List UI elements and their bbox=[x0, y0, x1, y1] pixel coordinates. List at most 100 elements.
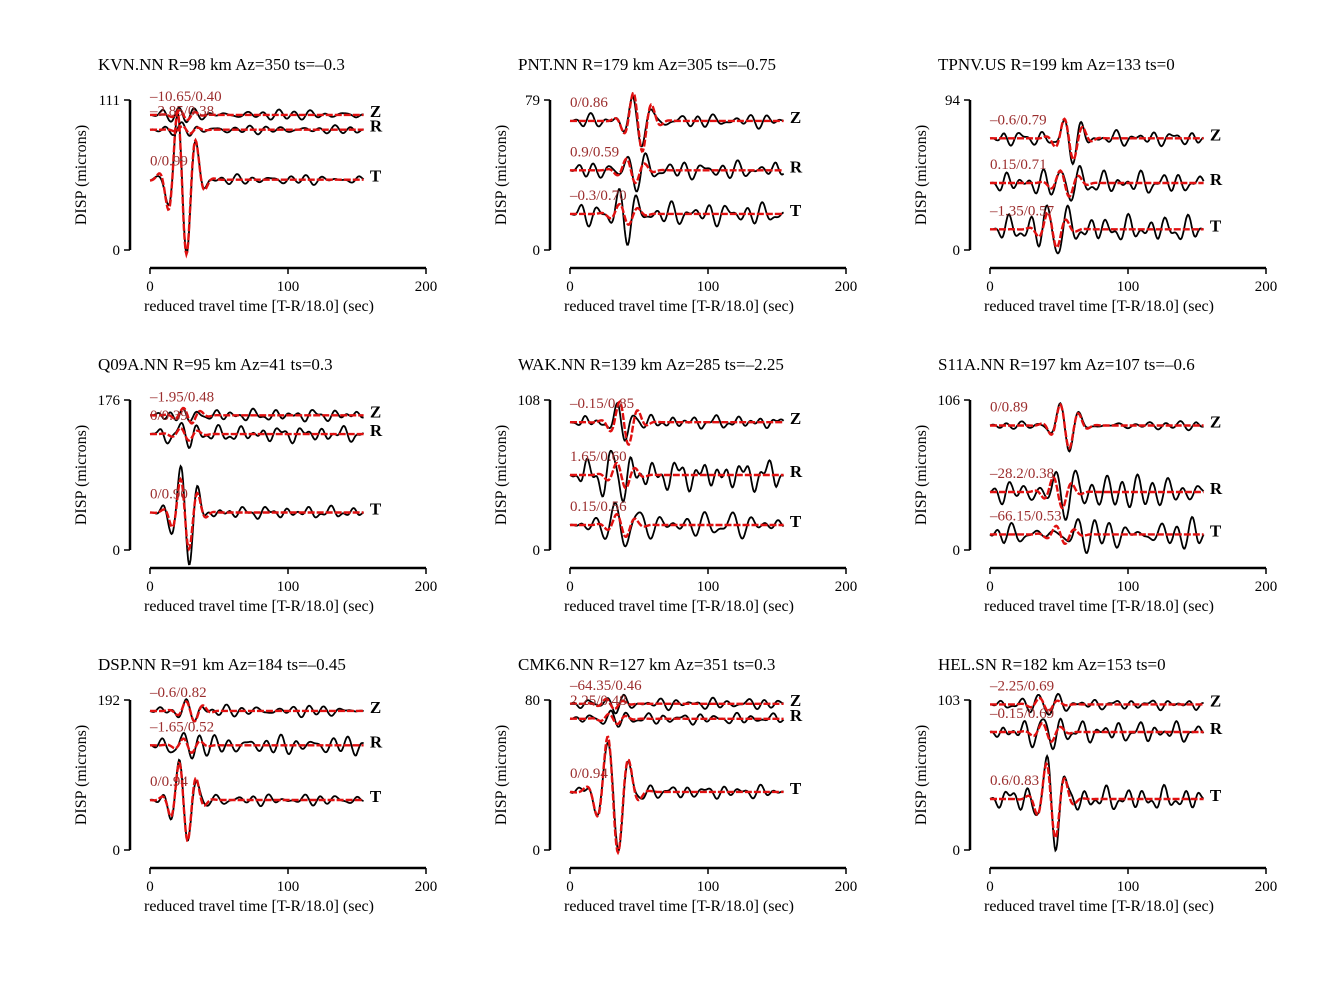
x-tick-label: 0 bbox=[986, 279, 994, 295]
x-tick-label: 200 bbox=[415, 579, 438, 595]
component-label-Z: Z bbox=[790, 691, 801, 710]
x-tick-label: 0 bbox=[146, 579, 154, 595]
component-label-T: T bbox=[370, 787, 382, 806]
fit-label-T: –0.3/0.70 bbox=[569, 188, 627, 204]
y-tick-label: 0 bbox=[533, 243, 541, 259]
synthetic-trace-Z bbox=[990, 402, 1204, 450]
y-axis-label: DISP (microns) bbox=[913, 125, 930, 225]
fit-label-T: –1.35/0.57 bbox=[989, 203, 1055, 219]
synthetic-trace-T bbox=[149, 761, 364, 843]
component-label-Z: Z bbox=[1210, 125, 1221, 144]
observed-trace-R bbox=[569, 449, 784, 504]
y-tick-label: 0 bbox=[113, 243, 121, 259]
y-tick-label: 103 bbox=[938, 693, 961, 709]
y-axis-label: DISP (microns) bbox=[913, 725, 930, 825]
fit-label-T: 0/0.94 bbox=[570, 766, 608, 782]
x-tick-label: 0 bbox=[146, 279, 154, 295]
y-axis-label: DISP (microns) bbox=[913, 425, 930, 525]
fit-label-Z: –0.6/0.82 bbox=[149, 685, 207, 701]
x-axis-label: reduced travel time [T-R/18.0] (sec) bbox=[564, 898, 794, 915]
fit-label-R: 2.25/0.48 bbox=[570, 693, 627, 709]
observed-trace-T bbox=[569, 502, 785, 548]
observed-trace-R bbox=[569, 152, 785, 193]
synthetic-trace-T bbox=[570, 202, 784, 227]
fit-label-Z: 0/0.89 bbox=[990, 399, 1028, 415]
observed-trace-Z bbox=[990, 692, 1204, 716]
component-label-Z: Z bbox=[370, 102, 381, 121]
fit-label-R: –1.65/0.52 bbox=[149, 719, 214, 735]
synthetic-trace-Z bbox=[150, 406, 364, 425]
panel-title: KVN.NN R=98 km Az=350 ts=–0.3 bbox=[98, 55, 345, 74]
x-tick-label: 0 bbox=[986, 579, 994, 595]
y-axis-label: DISP (microns) bbox=[493, 425, 510, 525]
fit-label-T: 0/0.94 bbox=[150, 774, 188, 790]
component-label-R: R bbox=[370, 732, 383, 751]
y-tick-label: 192 bbox=[98, 693, 121, 709]
component-label-R: R bbox=[790, 462, 803, 481]
y-axis-label: DISP (microns) bbox=[73, 125, 90, 225]
component-label-R: R bbox=[1210, 719, 1223, 738]
fit-label-R: 0.9/0.59 bbox=[570, 144, 619, 160]
y-tick-label: 94 bbox=[945, 93, 961, 109]
component-label-R: R bbox=[790, 706, 803, 725]
synthetic-trace-T bbox=[149, 476, 364, 552]
x-axis-label: reduced travel time [T-R/18.0] (sec) bbox=[144, 598, 374, 615]
fit-label-T: 0/0.90 bbox=[150, 487, 188, 503]
x-axis-label: reduced travel time [T-R/18.0] (sec) bbox=[564, 298, 794, 315]
synthetic-trace-T bbox=[990, 761, 1204, 841]
x-tick-label: 0 bbox=[986, 879, 994, 895]
x-tick-label: 100 bbox=[697, 579, 720, 595]
panel-8: HEL.SN R=182 km Az=153 ts=0 0 103 DISP (mic… bbox=[913, 655, 1277, 915]
fit-label-Z: –1.95/0.48 bbox=[149, 389, 214, 405]
panel-1: PNT.NN R=179 km Az=305 ts=–0.75 0 79 DISP (… bbox=[493, 55, 857, 315]
panel-title: DSP.NN R=91 km Az=184 ts=–0.45 bbox=[98, 655, 346, 674]
panel-2: TPNV.US R=199 km Az=133 ts=0 0 94 DISP (mic… bbox=[913, 55, 1277, 315]
x-axis-label: reduced travel time [T-R/18.0] (sec) bbox=[144, 898, 374, 915]
y-tick-label: 79 bbox=[525, 93, 540, 109]
y-tick-label: 111 bbox=[99, 93, 120, 109]
y-tick-label: 0 bbox=[113, 543, 121, 559]
synthetic-trace-R bbox=[570, 712, 784, 726]
synthetic-trace-R bbox=[990, 169, 1204, 198]
fit-label-Z: –0.15/0.85 bbox=[569, 396, 634, 412]
fit-label-R: –28.2/0.38 bbox=[989, 466, 1054, 482]
y-axis-label: DISP (microns) bbox=[73, 425, 90, 525]
component-label-R: R bbox=[1210, 170, 1223, 189]
fit-label-R: –0.15/0.69 bbox=[989, 706, 1054, 722]
component-label-R: R bbox=[370, 421, 383, 440]
synthetic-trace-Z bbox=[150, 700, 364, 723]
component-label-T: T bbox=[370, 500, 382, 519]
panel-3: Q09A.NN R=95 km Az=41 ts=0.3 0 176 DISP (mi… bbox=[73, 355, 437, 615]
x-tick-label: 200 bbox=[415, 879, 438, 895]
observed-trace-R bbox=[989, 717, 1205, 751]
synthetic-trace-T bbox=[990, 524, 1204, 546]
component-label-Z: Z bbox=[370, 402, 381, 421]
x-tick-label: 100 bbox=[1117, 879, 1140, 895]
component-label-T: T bbox=[1210, 786, 1222, 805]
synthetic-trace-Z bbox=[570, 697, 784, 711]
fit-label-R: 1.65/0.60 bbox=[570, 449, 627, 465]
x-tick-label: 100 bbox=[1117, 279, 1140, 295]
component-label-Z: Z bbox=[370, 698, 381, 717]
component-label-R: R bbox=[370, 117, 383, 136]
component-label-T: T bbox=[790, 201, 802, 220]
synthetic-trace-T bbox=[150, 108, 364, 259]
y-axis-label: DISP (microns) bbox=[73, 725, 90, 825]
y-tick-label: 0 bbox=[113, 843, 121, 859]
panel-title: CMK6.NN R=127 km Az=351 ts=0.3 bbox=[518, 655, 775, 674]
synthetic-trace-R bbox=[990, 721, 1204, 743]
observed-trace-Z bbox=[989, 402, 1204, 453]
synthetic-trace-T bbox=[569, 735, 784, 856]
x-tick-label: 100 bbox=[277, 279, 300, 295]
component-label-Z: Z bbox=[790, 409, 801, 428]
x-tick-label: 200 bbox=[1255, 279, 1278, 295]
x-tick-label: 100 bbox=[697, 879, 720, 895]
y-tick-label: 0 bbox=[533, 843, 541, 859]
observed-trace-R bbox=[989, 469, 1205, 521]
component-label-T: T bbox=[1210, 521, 1222, 540]
y-tick-label: 0 bbox=[953, 843, 961, 859]
x-tick-label: 0 bbox=[566, 879, 574, 895]
component-label-T: T bbox=[790, 779, 802, 798]
y-axis-label: DISP (microns) bbox=[493, 125, 510, 225]
